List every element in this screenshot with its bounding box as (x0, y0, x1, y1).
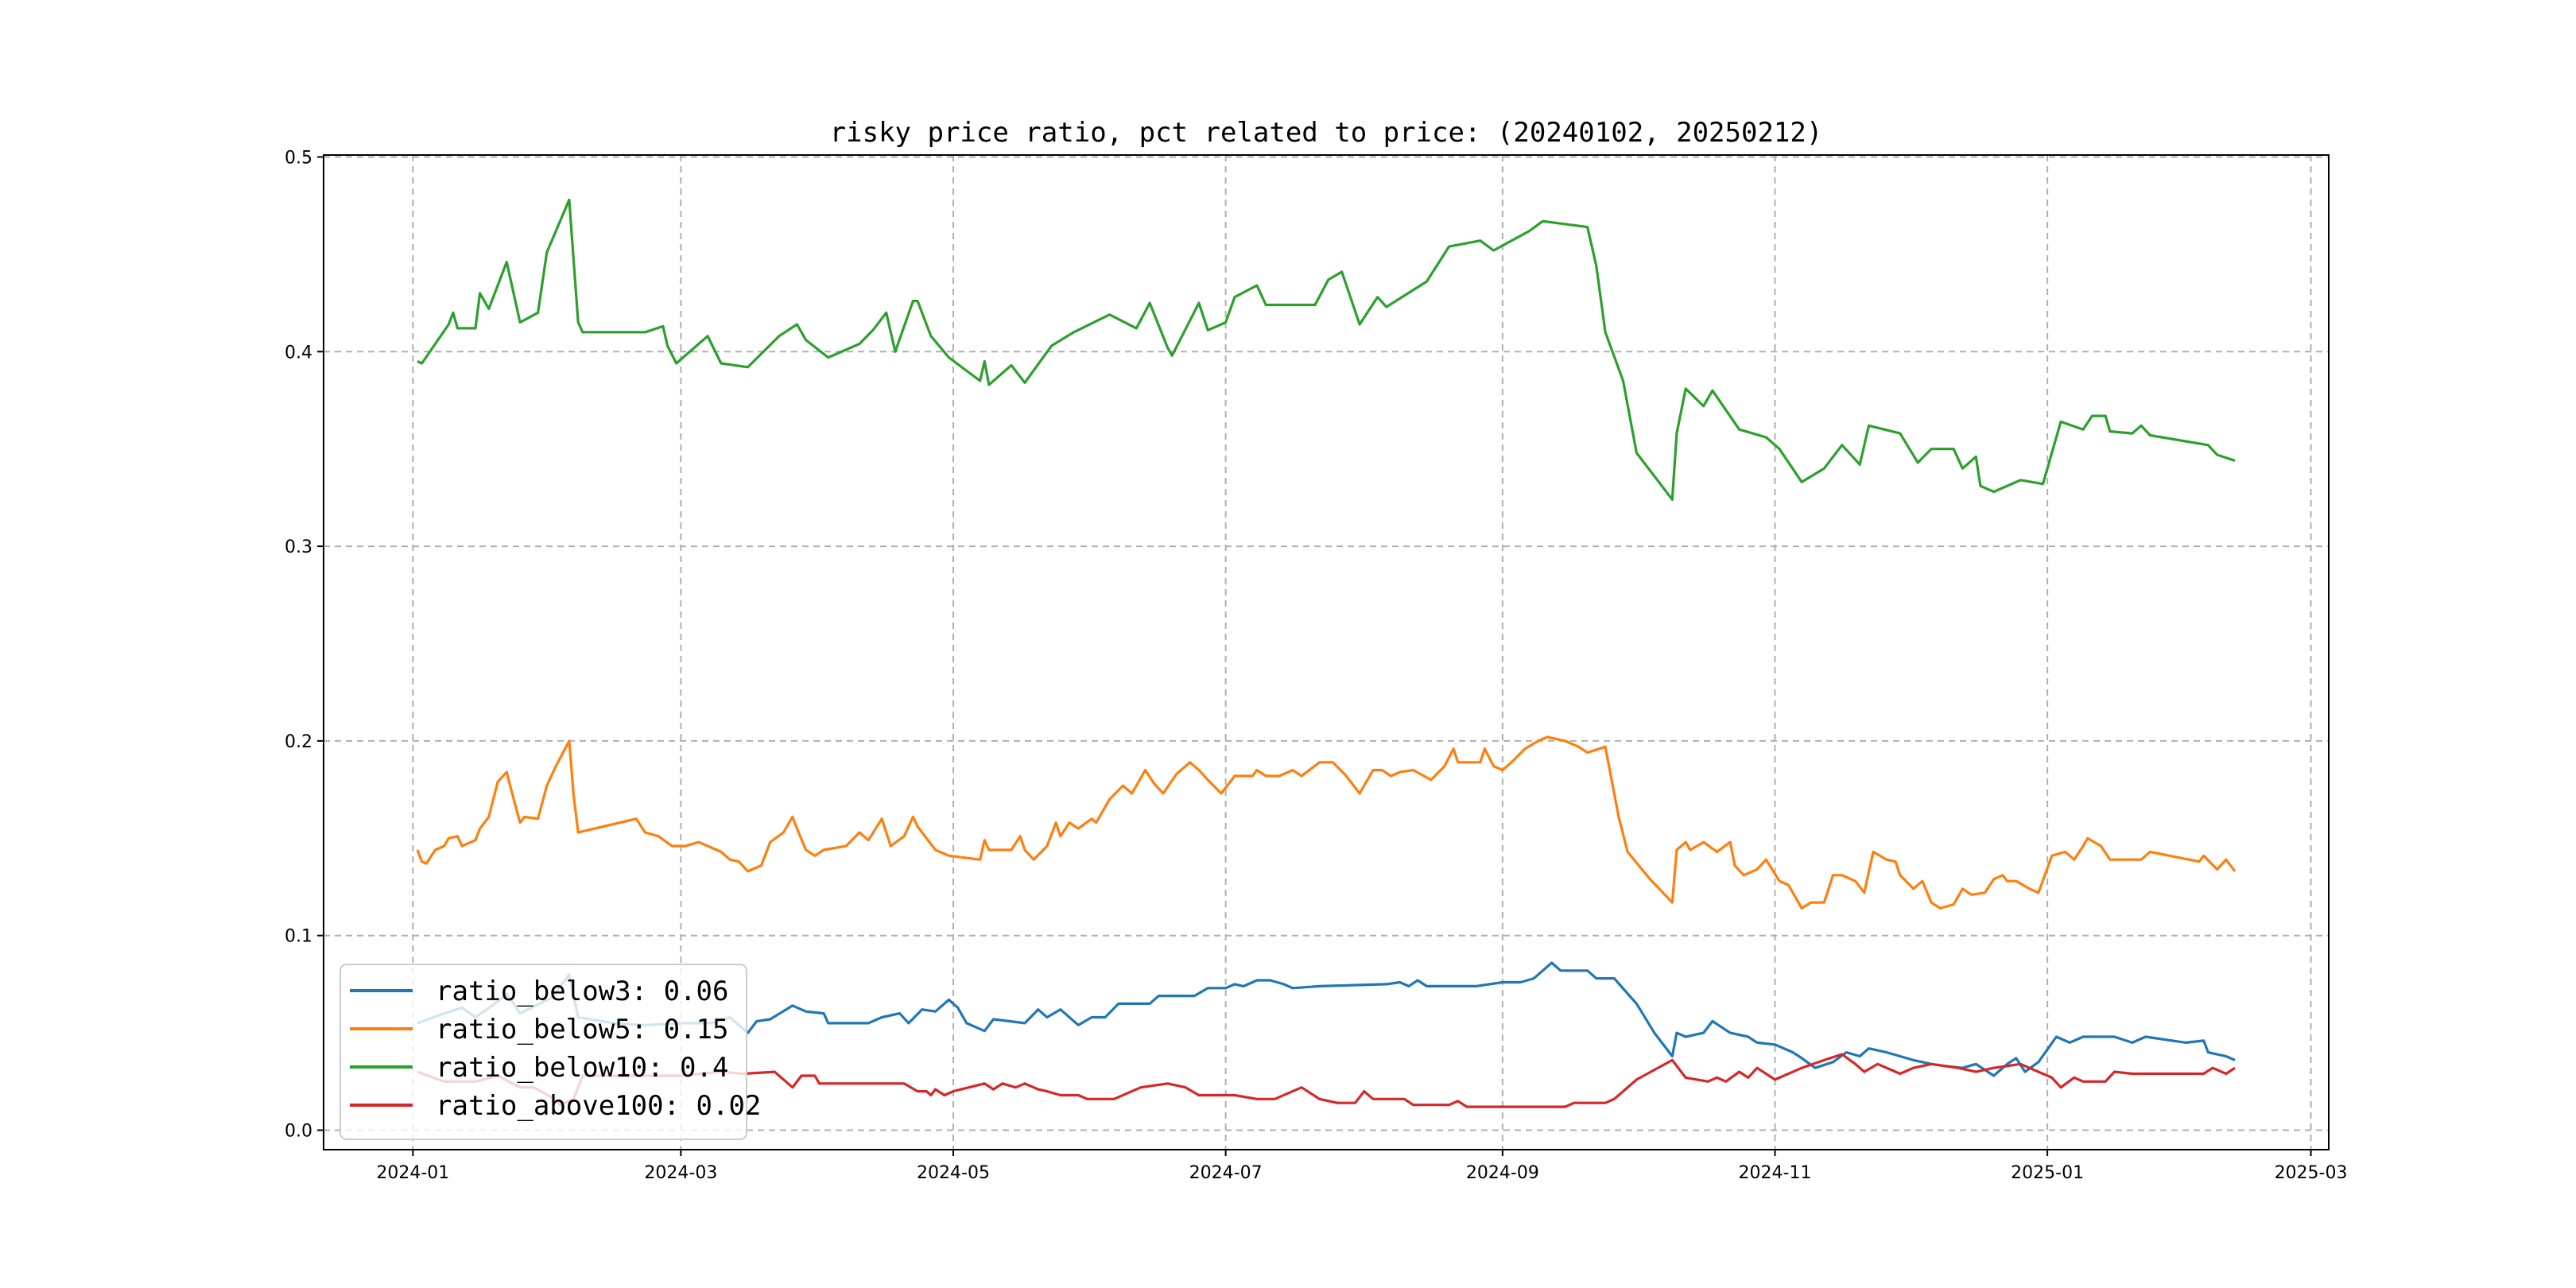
x-tick-label: 2024-03 (644, 1163, 717, 1183)
x-tick-label: 2024-01 (376, 1163, 449, 1183)
series-line-ratio-below5 (416, 735, 2237, 910)
y-tick-label: 0.2 (285, 732, 312, 752)
legend-label: ratio_above100: 0.02 (436, 1090, 761, 1122)
y-tick-label: 0.0 (285, 1122, 312, 1142)
series-lines (416, 198, 2237, 1108)
series-line-ratio-below10 (417, 198, 2236, 501)
y-tick-label: 0.4 (285, 343, 312, 363)
legend: ratio_below3: 0.06 ratio_below5: 0.15 rati… (339, 964, 761, 1140)
x-tick-label: 2024-07 (1189, 1163, 1263, 1183)
legend-label: ratio_below3: 0.06 (436, 976, 728, 1007)
y-tick-label: 0.5 (285, 148, 312, 168)
legend-box (339, 964, 747, 1140)
y-tick-label: 0.3 (285, 537, 312, 557)
plot-frame (323, 154, 2330, 1150)
legend-label: ratio_below10: 0.4 (436, 1052, 728, 1084)
y-tick-label: 0.1 (285, 927, 312, 947)
chart-title: risky price ratio, pct related to price:… (830, 117, 1823, 149)
x-tick-label: 2025-01 (2011, 1163, 2084, 1183)
axis-ticks: 2024-01 2024-03 2024-05 2024-07 2024-09 2024-… (285, 148, 2347, 1183)
series-line-ratio-above100 (417, 1053, 2236, 1108)
x-tick-label: 2024-09 (1466, 1163, 1539, 1183)
x-tick-label: 2024-11 (1739, 1163, 1812, 1183)
legend-label: ratio_below5: 0.15 (436, 1014, 728, 1046)
x-tick-label: 2024-05 (917, 1163, 990, 1183)
x-tick-label: 2025-03 (2275, 1163, 2348, 1183)
